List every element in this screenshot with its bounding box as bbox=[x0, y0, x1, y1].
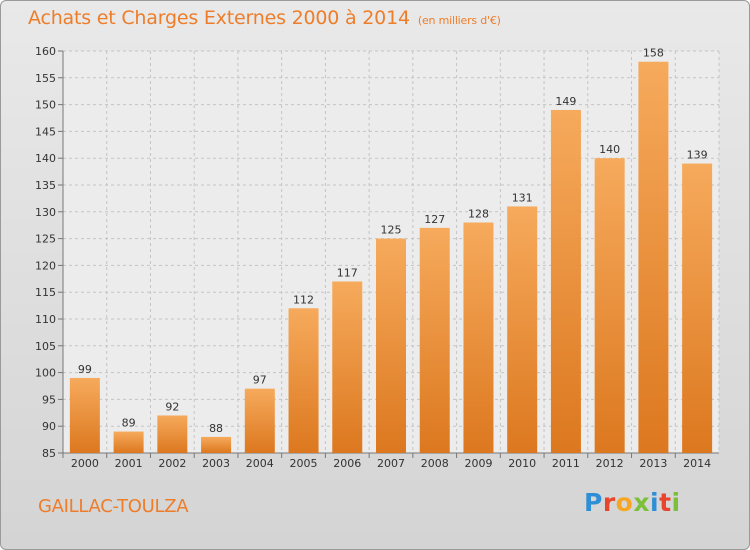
y-tick-label: 90 bbox=[42, 420, 56, 433]
y-tick-label: 160 bbox=[35, 45, 56, 58]
y-tick-label: 110 bbox=[35, 313, 56, 326]
y-tick-label: 135 bbox=[35, 179, 56, 192]
bar-value-label: 92 bbox=[165, 400, 179, 413]
bar bbox=[288, 308, 319, 453]
bar-value-label: 128 bbox=[468, 208, 489, 221]
y-tick-label: 125 bbox=[35, 233, 56, 246]
y-tick-label: 140 bbox=[35, 152, 56, 165]
y-tick-label: 155 bbox=[35, 72, 56, 85]
x-tick-label: 2009 bbox=[464, 457, 492, 470]
y-tick-label: 105 bbox=[35, 340, 56, 353]
x-tick-label: 2003 bbox=[202, 457, 230, 470]
bar bbox=[201, 436, 232, 453]
proxiti-logo: Proxiti bbox=[584, 488, 681, 517]
x-tick-label: 2013 bbox=[639, 457, 667, 470]
x-tick-label: 2002 bbox=[158, 457, 186, 470]
bar bbox=[113, 431, 144, 453]
x-tick-label: 2005 bbox=[290, 457, 318, 470]
bar bbox=[463, 222, 494, 453]
bar bbox=[638, 61, 669, 453]
bar-value-label: 127 bbox=[424, 213, 445, 226]
bar-value-label: 112 bbox=[293, 293, 314, 306]
bar bbox=[594, 158, 625, 453]
bar-value-label: 99 bbox=[78, 363, 92, 376]
bar-value-label: 97 bbox=[253, 374, 267, 387]
chart-title: Achats et Charges Externes 2000 à 2014 (e… bbox=[28, 7, 501, 29]
x-tick-label: 2012 bbox=[596, 457, 624, 470]
bar bbox=[376, 238, 406, 453]
y-tick-label: 120 bbox=[35, 259, 56, 272]
x-tick-label: 2007 bbox=[377, 457, 405, 470]
y-tick-label: 130 bbox=[35, 206, 56, 219]
x-tick-label: 2006 bbox=[333, 457, 361, 470]
bar-value-label: 140 bbox=[599, 143, 620, 156]
bar-value-label: 117 bbox=[337, 266, 358, 279]
y-tick-label: 115 bbox=[35, 286, 56, 299]
bar bbox=[682, 163, 713, 453]
bar-value-label: 131 bbox=[512, 191, 533, 204]
bar bbox=[332, 281, 363, 453]
bar-value-label: 139 bbox=[687, 149, 708, 162]
bar-value-label: 88 bbox=[209, 422, 223, 435]
bar bbox=[419, 227, 450, 453]
bar-value-label: 158 bbox=[643, 47, 664, 60]
bar-value-label: 89 bbox=[122, 417, 136, 430]
x-tick-label: 2014 bbox=[683, 457, 711, 470]
x-tick-label: 2000 bbox=[71, 457, 99, 470]
bar-value-label: 149 bbox=[555, 95, 576, 108]
x-tick-label: 2008 bbox=[421, 457, 449, 470]
commune-name: GAILLAC-TOULZA bbox=[38, 496, 189, 517]
x-tick-label: 2004 bbox=[246, 457, 274, 470]
bar bbox=[157, 415, 188, 453]
bar bbox=[69, 377, 100, 453]
y-tick-label: 95 bbox=[42, 393, 56, 406]
y-tick-label: 150 bbox=[35, 99, 56, 112]
y-tick-label: 85 bbox=[42, 447, 56, 460]
chart-title-text: Achats et Charges Externes 2000 à 2014 bbox=[28, 7, 410, 29]
chart-subtitle: (en milliers d'€) bbox=[417, 14, 501, 27]
x-tick-label: 2011 bbox=[552, 457, 580, 470]
bar bbox=[244, 388, 275, 453]
y-tick-label: 145 bbox=[35, 125, 56, 138]
x-tick-label: 2001 bbox=[115, 457, 143, 470]
bar-value-label: 125 bbox=[381, 224, 402, 237]
bar bbox=[550, 109, 581, 454]
y-tick-label: 100 bbox=[35, 367, 56, 380]
bar bbox=[507, 206, 538, 453]
x-tick-label: 2010 bbox=[508, 457, 536, 470]
bars bbox=[69, 61, 713, 454]
labels: 85 90 95 100 105 110 115 120 125 130 135 140 145 150 1… bbox=[35, 45, 711, 470]
